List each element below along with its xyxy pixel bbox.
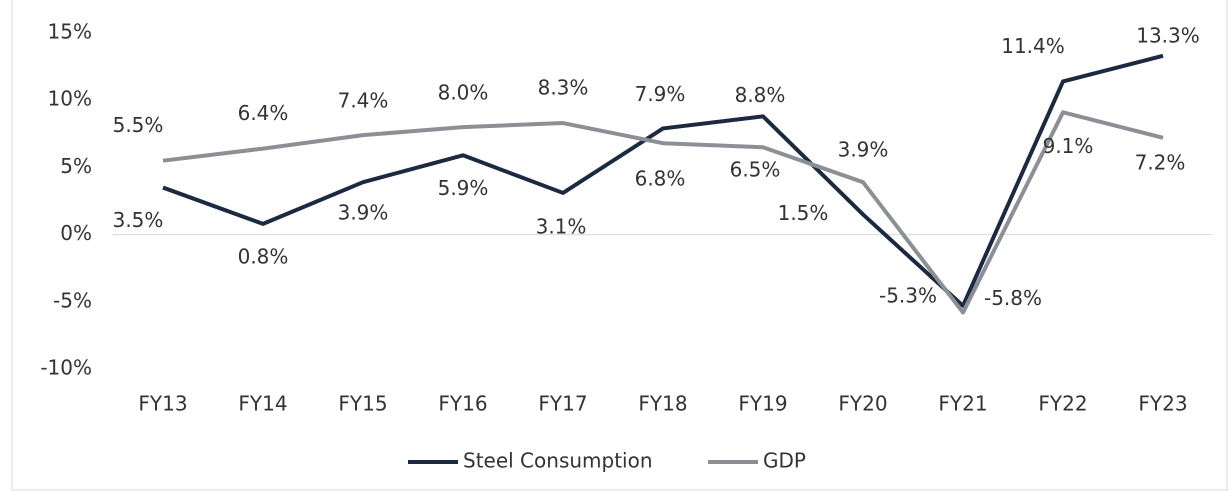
x-tick-label: FY13	[138, 392, 187, 416]
series-line	[162, 110, 1164, 315]
x-tick-label: FY16	[438, 392, 487, 416]
data-label: 7.2%	[1135, 150, 1186, 174]
data-label: 1.5%	[778, 201, 829, 225]
y-tick-label: -10%	[40, 356, 92, 380]
series-line	[162, 53, 1164, 308]
y-tick-label: 5%	[60, 154, 92, 178]
x-tick-label: FY23	[1138, 392, 1187, 416]
data-label: 5.5%	[113, 113, 164, 137]
data-label: 6.4%	[238, 101, 289, 125]
x-tick-label: FY18	[638, 392, 687, 416]
legend-label: Steel Consumption	[463, 449, 653, 473]
data-label: 6.8%	[635, 167, 686, 191]
data-label: 8.8%	[735, 83, 786, 107]
data-label: 5.9%	[438, 176, 489, 200]
x-tick-label: FY22	[1038, 392, 1087, 416]
data-label: 7.4%	[338, 89, 389, 113]
y-tick-label: 15%	[48, 20, 92, 44]
data-label: 7.9%	[635, 82, 686, 106]
data-label: 3.9%	[838, 138, 889, 162]
data-label: -5.8%	[984, 286, 1042, 310]
data-label: -5.3%	[879, 283, 937, 307]
data-label: 0.8%	[238, 244, 289, 268]
data-label: 8.0%	[438, 81, 489, 105]
data-label: 3.5%	[113, 208, 164, 232]
x-tick-label: FY19	[738, 392, 787, 416]
x-tick-label: FY20	[838, 392, 887, 416]
y-tick-label: -5%	[53, 288, 92, 312]
x-tick-label: FY21	[938, 392, 987, 416]
data-label: 11.4%	[1001, 34, 1065, 58]
data-label: 3.1%	[536, 214, 587, 238]
data-label: 8.3%	[538, 76, 589, 100]
x-tick-label: FY15	[338, 392, 387, 416]
data-label: 3.9%	[338, 201, 389, 225]
x-tick-label: FY17	[538, 392, 587, 416]
data-label: 13.3%	[1136, 23, 1200, 47]
y-tick-label: 10%	[48, 87, 92, 111]
data-label: 6.5%	[730, 158, 781, 182]
x-tick-label: FY14	[238, 392, 287, 416]
y-tick-label: 0%	[60, 221, 92, 245]
data-label: 9.1%	[1043, 134, 1094, 158]
chart-frame	[11, 0, 1228, 491]
legend-label: GDP	[763, 449, 806, 473]
